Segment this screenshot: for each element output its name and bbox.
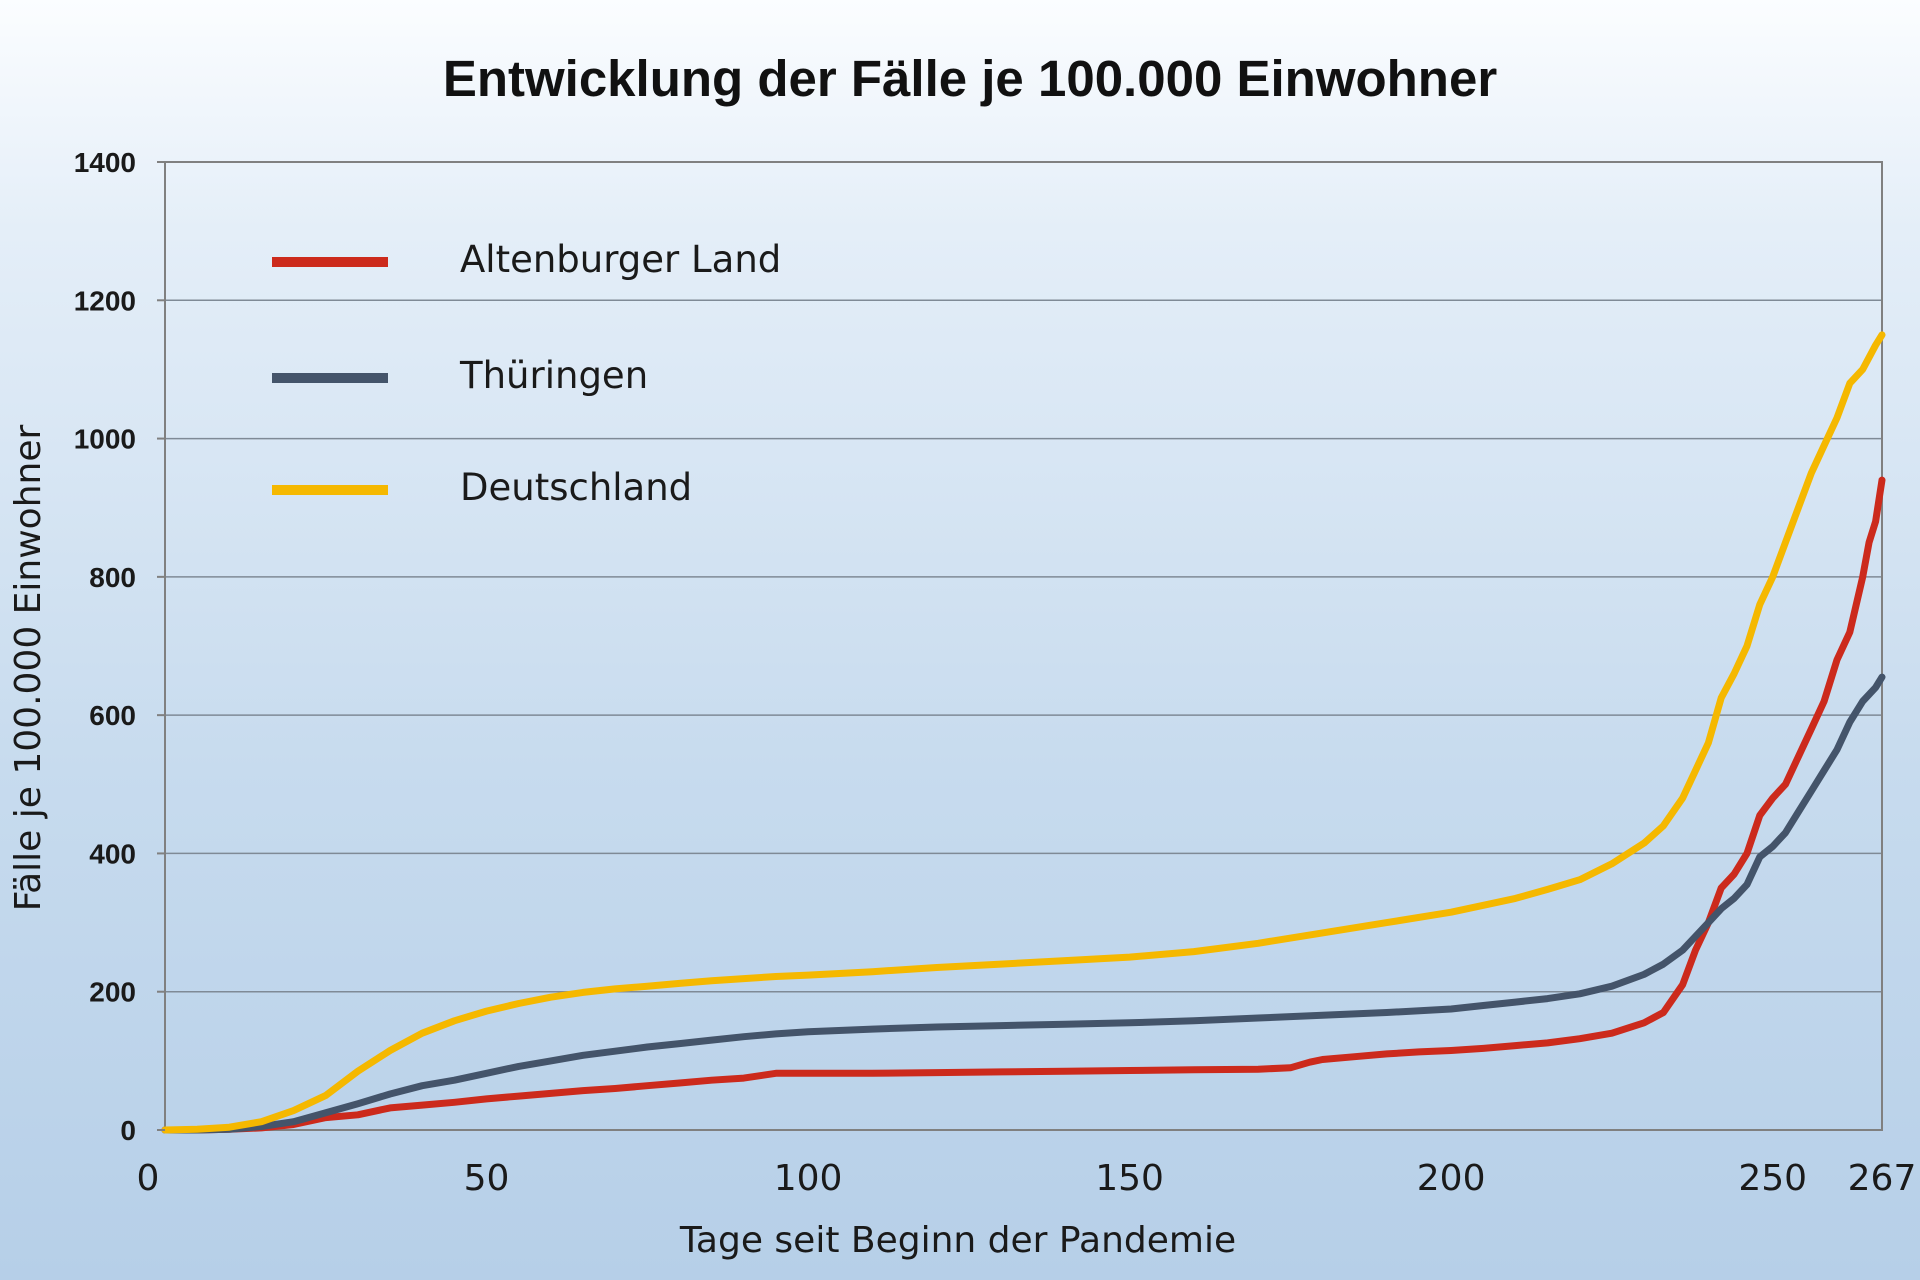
y-tick-label: 200 [89,977,136,1008]
chart-title: Entwicklung der Fälle je 100.000 Einwohn… [443,50,1497,107]
y-tick-label: 1000 [74,424,136,455]
x-tick-label: 267 [1848,1158,1917,1199]
y-tick-label: 1400 [74,147,136,178]
legend-label: Deutschland [460,466,692,509]
x-tick-label: 50 [464,1158,510,1199]
x-tick-label: 100 [774,1158,843,1199]
x-tick-label: 250 [1738,1158,1807,1199]
plot-area-border [164,161,1883,1131]
series-line-2 [161,673,1886,1134]
series-lines [161,331,1886,1134]
legend-label: Thüringen [459,354,648,397]
x-tick-label: 200 [1417,1158,1486,1199]
y-tick-label: 1200 [74,285,136,316]
y-tick-label: 800 [89,562,136,593]
y-axis-ticks: 0 200 400 600 800 1000 1200 1400 [74,147,165,1146]
y-tick-label: 600 [89,700,136,731]
y-tick-label: 400 [89,838,136,869]
x-axis-ticks: 0 50 100 150 200 250 267 [137,1158,1917,1199]
x-axis-label: Tage seit Beginn der Pandemie [679,1220,1236,1261]
x-tick-label: 150 [1095,1158,1164,1199]
x-tick-label: 0 [137,1158,160,1199]
gridlines [165,299,1882,993]
legend-label: Altenburger Land [460,238,781,281]
series-line-1 [161,476,1886,1134]
y-tick-label: 0 [120,1115,136,1146]
y-axis-label: Fälle je 100.000 Einwohner [8,425,49,912]
series-line-3 [161,331,1886,1134]
legend: Altenburger Land Thüringen Deutschland [272,238,781,509]
